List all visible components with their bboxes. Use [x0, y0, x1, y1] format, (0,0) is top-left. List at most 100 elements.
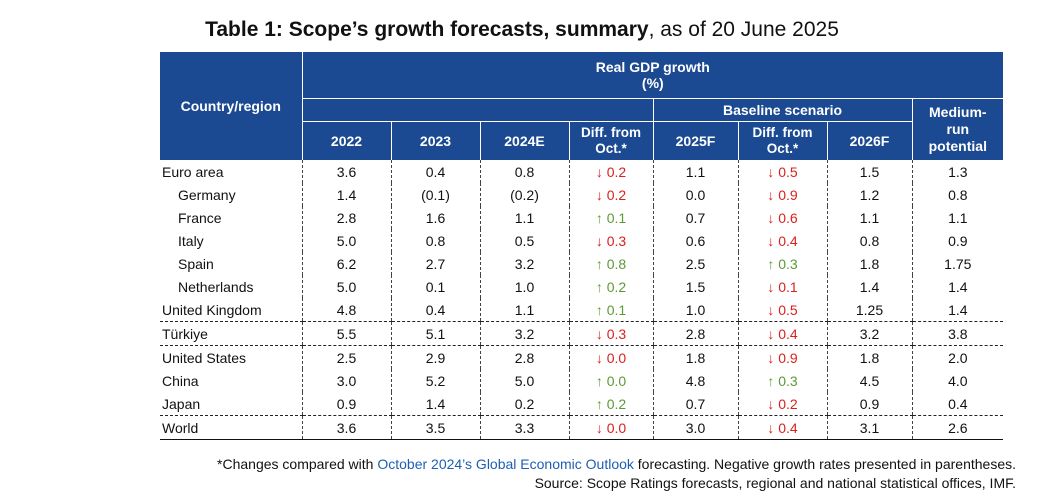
value-cell-y2022: 1.4: [301, 183, 391, 206]
value-cell-y2026: 1.5: [826, 160, 912, 183]
value-cell-y2023: 0.8: [390, 229, 480, 252]
value-cell-y2022: 6.2: [301, 252, 391, 275]
value-cell-y2026: 1.2: [826, 183, 912, 206]
diff-2025-cell: ↓ 0.5: [737, 160, 827, 183]
table-row: Spain 6.2 2.7 3.2 ↑ 0.8 2.5 ↑ 0.3 1.8 1.75: [160, 252, 1004, 275]
diff-2025-cell: ↓ 0.2: [737, 392, 827, 416]
value-cell-y2026: 0.8: [826, 229, 912, 252]
growth-forecast-table: Country/region Real GDP growth (%) Basel…: [160, 52, 1004, 440]
diff-2025-cell: ↓ 0.1: [737, 275, 827, 298]
value-cell-y2026: 3.2: [826, 321, 912, 346]
value-cell-pot: 1.3: [911, 160, 1004, 183]
country-cell: United Kingdom: [160, 298, 302, 322]
diff-2024-cell: ↑ 0.2: [568, 275, 653, 298]
value-cell-y2026: 1.8: [826, 345, 912, 369]
country-cell: Spain: [178, 255, 214, 272]
value-cell-y2023: 1.6: [390, 206, 480, 229]
footnote-link[interactable]: October 2024’s Global Economic Outlook: [377, 456, 634, 472]
value-cell-y2026: 0.9: [826, 392, 912, 416]
baseline-scenario-header: Baseline scenario: [652, 98, 913, 122]
value-cell-y2024: 1.1: [479, 298, 569, 322]
diff-2024-cell: ↑ 0.8: [568, 252, 653, 275]
diff-2024-cell: ↓ 0.3: [568, 321, 653, 346]
value-cell-y2022: 3.6: [301, 415, 391, 440]
value-cell-pot: 1.1: [911, 206, 1004, 229]
value-cell-y2025: 1.0: [652, 298, 738, 322]
value-cell-pot: 3.8: [911, 321, 1004, 346]
diff-2024-cell: ↑ 0.0: [568, 369, 653, 392]
country-cell: France: [178, 209, 222, 226]
country-cell: World: [160, 415, 302, 440]
header-spacer: [302, 98, 653, 122]
medium-run-potential-header: Medium- run potential: [912, 98, 1004, 160]
value-cell-pot: 1.4: [911, 275, 1004, 298]
diff-2025-cell: ↓ 0.9: [737, 183, 827, 206]
source-line: Source: Scope Ratings forecasts, regiona…: [534, 474, 1016, 491]
value-cell-y2022: 2.8: [301, 206, 391, 229]
unit-label: (%): [641, 75, 664, 91]
value-cell-y2023: 3.5: [390, 415, 480, 440]
value-cell-pot: 0.9: [911, 229, 1004, 252]
table-row: Italy 5.0 0.8 0.5 ↓ 0.3 0.6 ↓ 0.4 0.8 0.9: [160, 229, 1004, 252]
footnote: *Changes compared with October 2024’s Gl…: [217, 455, 1016, 492]
country-region-header: Country/region: [160, 52, 303, 160]
diff-2024-cell: ↓ 0.0: [568, 415, 653, 440]
value-cell-y2025: 0.7: [652, 392, 738, 416]
table-row: China 3.0 5.2 5.0 ↑ 0.0 4.8 ↑ 0.3 4.5 4.0: [160, 369, 1004, 392]
value-cell-y2024: 3.2: [479, 252, 569, 275]
value-cell-y2025: 1.5: [652, 275, 738, 298]
value-cell-y2024: (0.2): [479, 183, 569, 206]
value-cell-y2025: 4.8: [652, 369, 738, 392]
real-gdp-growth-label: Real GDP growth: [595, 59, 710, 75]
diff-2024-cell: ↑ 0.2: [568, 392, 653, 416]
table-row: Netherlands 5.0 0.1 1.0 ↑ 0.2 1.5 ↓ 0.1 1.4 1.4: [160, 275, 1004, 298]
value-cell-y2024: 1.0: [479, 275, 569, 298]
diff-2025-cell: ↑ 0.3: [737, 369, 827, 392]
diff-2025-cell: ↓ 0.4: [737, 229, 827, 252]
diff-2025-cell: ↓ 0.4: [737, 321, 827, 346]
value-cell-y2023: 0.1: [390, 275, 480, 298]
value-cell-pot: 0.4: [911, 392, 1004, 416]
table-row: World 3.6 3.5 3.3 ↓ 0.0 3.0 ↓ 0.4 3.1 2.6: [160, 415, 1004, 440]
diff-2024-cell: ↑ 0.1: [568, 206, 653, 229]
footnote-line: *Changes compared with October 2024’s Gl…: [217, 455, 1016, 474]
country-cell: China: [162, 372, 199, 389]
value-cell-y2022: 5.5: [301, 321, 391, 346]
diff-2024-cell: ↓ 0.0: [568, 345, 653, 369]
diff-2025-cell: ↓ 0.4: [737, 415, 827, 440]
diff-2024-cell: ↑ 0.1: [568, 298, 653, 322]
value-cell-y2022: 3.6: [301, 160, 391, 183]
value-cell-pot: 1.4: [911, 298, 1004, 322]
value-cell-y2023: 2.9: [390, 345, 480, 369]
country-cell: Euro area: [162, 163, 224, 180]
value-cell-y2022: 2.5: [301, 345, 391, 369]
value-cell-y2025: 2.5: [652, 252, 738, 275]
medium-run-line-1: Medium-: [929, 104, 987, 120]
col-2026f: 2026F: [827, 121, 913, 160]
footnote-prefix: *Changes compared with: [217, 456, 378, 472]
value-cell-y2026: 1.4: [826, 275, 912, 298]
value-cell-y2025: 0.0: [652, 183, 738, 206]
value-cell-y2026: 1.1: [826, 206, 912, 229]
diff-2024-cell: ↓ 0.2: [568, 183, 653, 206]
table-body: Euro area 3.6 0.4 0.8 ↓ 0.2 1.1 ↓ 0.5 1.5 1.3 Ger…: [160, 160, 1004, 440]
value-cell-pot: 2.0: [911, 345, 1004, 369]
value-cell-y2024: 0.8: [479, 160, 569, 183]
value-cell-y2023: (0.1): [390, 183, 480, 206]
diff-2025-cell: ↓ 0.5: [737, 298, 827, 322]
col-diff-oct-2024: Diff. from Oct.*: [569, 121, 654, 160]
value-cell-y2025: 0.6: [652, 229, 738, 252]
value-cell-y2026: 4.5: [826, 369, 912, 392]
value-cell-pot: 2.6: [911, 415, 1004, 440]
value-cell-y2025: 2.8: [652, 321, 738, 346]
col-2025f: 2025F: [653, 121, 739, 160]
value-cell-y2024: 5.0: [479, 369, 569, 392]
value-cell-y2024: 0.2: [479, 392, 569, 416]
col-2023: 2023: [391, 121, 481, 160]
value-cell-y2025: 1.1: [652, 160, 738, 183]
value-cell-y2024: 0.5: [479, 229, 569, 252]
medium-run-line-2: run: [946, 121, 970, 137]
value-cell-y2025: 3.0: [652, 415, 738, 440]
value-cell-y2025: 1.8: [652, 345, 738, 369]
value-cell-y2023: 0.4: [390, 298, 480, 322]
